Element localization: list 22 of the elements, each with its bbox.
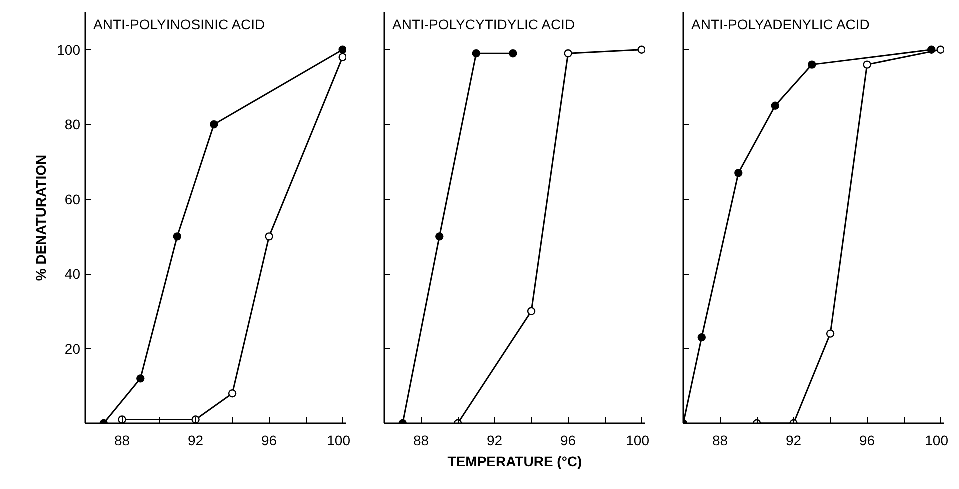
x-tick-label: 100	[626, 432, 650, 448]
x-axis-title: TEMPERATURE (°C)	[448, 454, 582, 470]
y-axis-title: % DENATURATION	[33, 154, 50, 282]
y-tick-label: 60	[64, 191, 81, 208]
x-tick-label: 88	[114, 432, 130, 448]
x-tick-label: 100	[327, 432, 351, 448]
y-tick-label: 100	[57, 42, 81, 58]
x-tick-label: 92	[786, 432, 802, 448]
x-tick-label: 100	[925, 432, 949, 448]
y-tick-label: 40	[64, 266, 81, 282]
chart-title: ANTI-POLYADENYLIC ACID	[692, 16, 870, 32]
x-tick-label: 88	[413, 432, 430, 448]
y-tick-label: 20	[64, 340, 81, 357]
x-tick-label: 96	[860, 432, 876, 448]
x-tick-label: 96	[560, 432, 576, 448]
x-tick-label: 92	[188, 432, 204, 448]
chart-title: ANTI-POLYINOSINIC ACID	[94, 16, 266, 32]
x-tick-label: 88	[712, 432, 728, 448]
chart-title: ANTI-POLYCYTIDYLIC ACID	[392, 16, 576, 32]
x-tick-label: 96	[262, 432, 278, 448]
x-tick-label: 92	[486, 432, 503, 448]
y-tick-label: 80	[64, 116, 81, 133]
